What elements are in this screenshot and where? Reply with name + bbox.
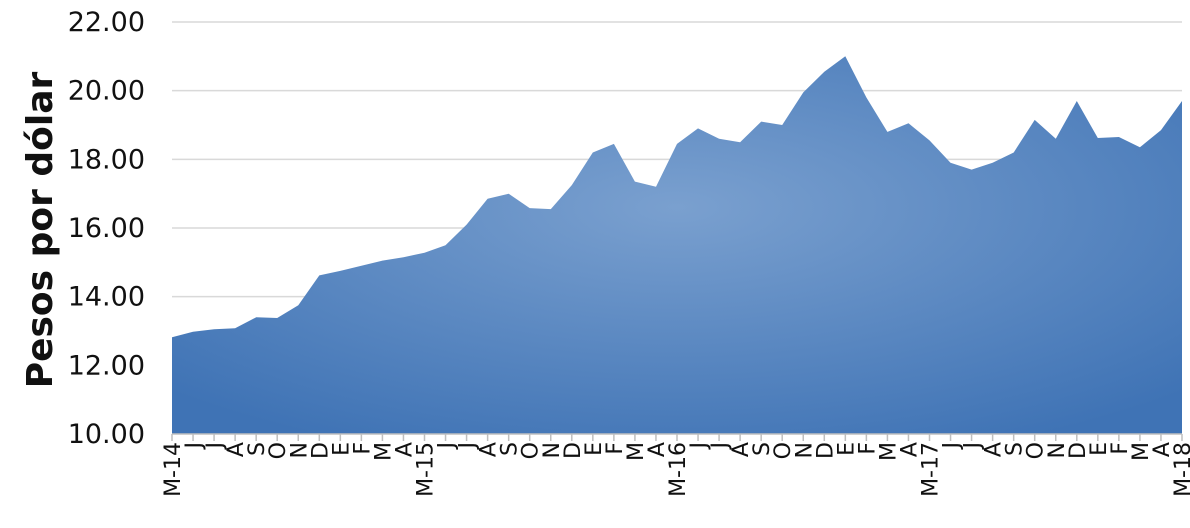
x-tick-label: A: [897, 442, 922, 457]
x-tick-label: M-15: [414, 442, 439, 497]
x-tick-label: A: [645, 442, 670, 457]
y-tick-label: 22.00: [68, 7, 145, 38]
x-tick-label: S: [498, 442, 523, 456]
x-tick-label: M: [371, 442, 396, 461]
x-tick-label: A: [982, 442, 1007, 457]
x-tick-label: J: [182, 442, 207, 451]
x-tick-label: J: [961, 442, 986, 451]
x-tick-label: A: [1150, 442, 1175, 457]
x-tick-label: M: [624, 442, 649, 461]
x-tick-label: E: [834, 442, 859, 456]
y-axis-tick-labels: 10.00 12.00 14.00 16.00 18.00 20.00 22.00: [68, 7, 145, 450]
x-tick-label: J: [940, 442, 965, 451]
x-tick-label: J: [708, 442, 733, 451]
y-tick-label: 18.00: [68, 144, 145, 175]
x-tick-label: M-18: [1171, 442, 1190, 497]
x-tick-label: J: [435, 442, 460, 451]
x-tick-label: S: [750, 442, 775, 456]
x-tick-label: N: [287, 442, 312, 458]
y-tick-label: 12.00: [68, 350, 145, 381]
x-tick-label: N: [540, 442, 565, 458]
y-axis-label: Pesos por dólar: [20, 71, 61, 388]
x-tick-label: F: [603, 442, 628, 455]
x-axis-tick-labels: M-14JJASONDEFMAM-15JJASONDEFMAM-16JJASON…: [161, 442, 1190, 497]
y-tick-label: 20.00: [68, 76, 145, 107]
x-tick-label: A: [392, 442, 417, 457]
x-tick-label: O: [1024, 442, 1049, 459]
x-tick-label: O: [519, 442, 544, 459]
x-tick-label: E: [582, 442, 607, 456]
y-tick-label: 16.00: [68, 213, 145, 244]
x-tick-label: F: [855, 442, 880, 455]
x-tick-label: F: [1108, 442, 1133, 455]
x-tick-label: M-17: [919, 442, 944, 497]
x-tick-label: D: [308, 442, 333, 459]
x-tick-label: A: [477, 442, 502, 457]
y-tick-label: 14.00: [68, 282, 145, 313]
x-tick-label: J: [456, 442, 481, 451]
x-tick-label: A: [729, 442, 754, 457]
x-tick-label: D: [1066, 442, 1091, 459]
x-tick-label: M: [1129, 442, 1154, 461]
x-tick-label: D: [561, 442, 586, 459]
x-tick-label: S: [1003, 442, 1028, 456]
x-tick-label: O: [266, 442, 291, 459]
x-tick-label: E: [1087, 442, 1112, 456]
x-tick-label: E: [329, 442, 354, 456]
x-tick-label: J: [203, 442, 228, 451]
x-tick-label: F: [350, 442, 375, 455]
x-tick-label: A: [224, 442, 249, 457]
y-tick-label: 10.00: [68, 419, 145, 450]
x-axis-ticks: [171, 434, 1183, 441]
x-tick-label: N: [792, 442, 817, 458]
x-tick-label: N: [1045, 442, 1070, 458]
x-tick-label: D: [813, 442, 838, 459]
x-tick-label: M-14: [161, 442, 186, 497]
x-tick-label: M-16: [666, 442, 691, 497]
x-tick-label: O: [771, 442, 796, 459]
x-tick-label: J: [687, 442, 712, 451]
area-series: [172, 56, 1182, 435]
x-tick-label: M: [876, 442, 901, 461]
x-tick-label: S: [245, 442, 270, 456]
